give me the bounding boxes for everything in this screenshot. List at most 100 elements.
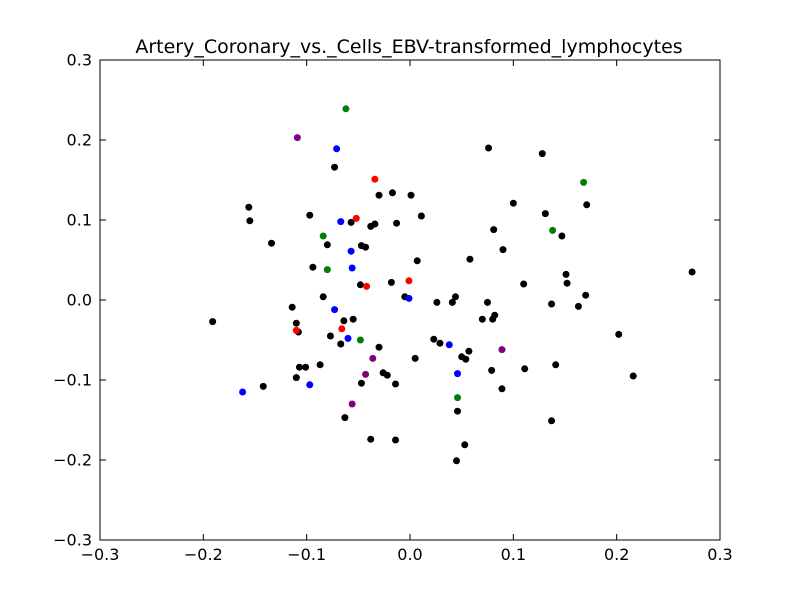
data-point-black [484,298,491,306]
data-point-black [393,219,401,227]
data-point-black [388,189,396,197]
data-point-black [454,407,462,415]
y-tick-label: 0.3 [67,51,92,70]
ticks-layer: −0.3 −0.2 −0.1 0.0 0.1 0.2 0.3 −0.3 −0.2 −0.1 0.0 0… [53,51,733,565]
data-point-black [538,150,546,158]
data-point-blue [344,334,352,342]
data-point-red [352,214,360,222]
y-tick-label: −0.2 [53,451,92,470]
y-tick-label: −0.1 [53,371,92,390]
data-point-blue [239,388,247,396]
data-point-green [323,266,331,274]
data-point-blue [347,247,355,255]
data-point-black [413,257,421,265]
data-point-green [342,105,350,113]
x-tick-label: −0.2 [184,545,223,564]
data-point-black [371,220,379,228]
data-point-black [688,268,696,276]
data-point-purple [498,346,506,354]
data-point-red [371,175,379,183]
data-point-black [509,199,517,207]
data-point-black [326,332,334,340]
data-point-black [629,372,637,380]
data-point-black [499,246,507,254]
data-point-black [392,380,400,388]
data-point-black [462,355,470,363]
x-tick-label: −0.1 [287,545,326,564]
points-layer [209,105,696,465]
data-point-black [485,144,493,152]
data-point-black [292,374,300,382]
x-tick-label: 0.2 [604,545,629,564]
data-point-black [453,457,460,465]
data-point-black [552,361,560,369]
data-point-black [347,218,355,226]
x-tick-label: 0.3 [707,545,732,564]
data-point-black [498,385,506,393]
data-point-black [288,303,296,311]
data-point-green [356,336,364,344]
data-point-black [478,315,486,323]
data-point-black [562,270,570,278]
data-point-black [392,436,400,444]
data-point-black [349,315,357,323]
data-point-black [448,298,456,306]
data-point-black [466,255,474,263]
data-point-purple [362,370,370,378]
data-point-blue [306,381,314,389]
data-point-green [454,394,462,402]
data-point-black [461,441,469,449]
data-point-red [405,277,413,285]
data-point-black [583,201,591,209]
data-point-black [521,365,529,373]
data-point-blue [348,264,356,272]
data-point-black [292,319,300,327]
data-point-black [548,300,556,308]
data-point-black [316,361,324,369]
data-point-black [356,281,364,289]
data-point-black [430,335,438,343]
x-tick-label: 0.1 [501,545,526,564]
data-point-blue [454,370,462,378]
data-point-black [319,293,327,301]
data-point-red [292,326,300,334]
data-point-black [488,366,496,374]
data-point-black [246,217,254,225]
data-point-black [362,243,370,251]
chart-title: Artery_Coronary_vs._Cells_EBV-transforme… [135,36,682,58]
data-point-blue [333,145,341,153]
data-point-black [375,191,383,199]
data-point-black [558,232,566,240]
data-point-blue [331,306,339,314]
data-point-green [580,178,588,186]
y-tick-label: 0.2 [67,131,92,150]
data-point-black [548,417,556,425]
data-point-black [367,435,375,443]
data-point-black [331,163,339,171]
data-point-black [357,379,365,387]
data-point-black [563,279,571,287]
data-point-black [259,382,267,390]
x-tick-label: −0.3 [81,545,120,564]
data-point-red [338,325,346,333]
data-point-purple [293,134,301,142]
data-point-red [363,282,371,290]
data-point-black [268,239,276,247]
y-tick-label: 0.1 [67,211,92,230]
plot-frame [99,59,721,541]
data-point-black [411,354,419,362]
data-point-black [209,318,217,326]
data-point-black [520,280,528,288]
data-point-black [433,298,441,306]
data-point-black [323,241,331,249]
data-point-black [383,371,391,379]
data-point-black [436,339,444,347]
data-point-black [615,330,623,338]
data-point-black [465,347,473,355]
data-point-black [541,210,549,218]
data-point-black [306,211,314,219]
data-point-purple [369,354,377,362]
data-point-black [417,212,425,220]
